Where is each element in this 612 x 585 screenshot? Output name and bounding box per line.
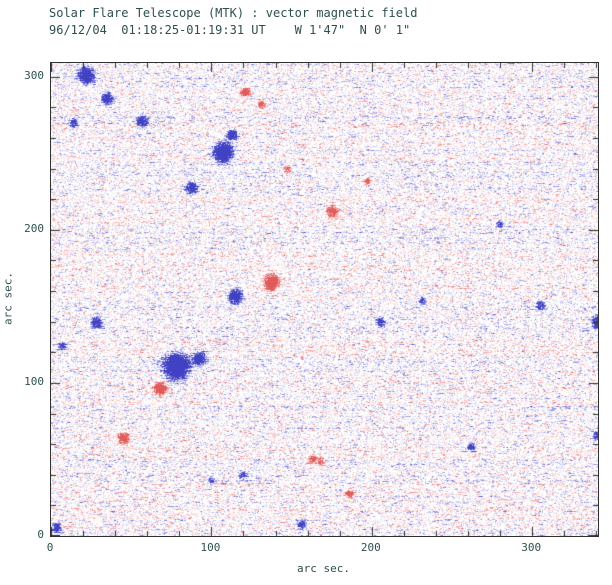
plot-title: Solar Flare Telescope (MTK) : vector mag… <box>49 6 418 20</box>
plot-subtitle: 96/12/04 01:18:25-01:19:31 UT W 1'47" N … <box>49 23 411 37</box>
plot-area <box>50 62 599 537</box>
x-tick-label: 200 <box>360 541 381 554</box>
magnetogram-canvas <box>50 62 599 537</box>
x-tick-label: 100 <box>200 541 221 554</box>
y-tick-label: 300 <box>24 68 44 82</box>
x-axis-label: arc sec. <box>297 562 350 575</box>
x-tick-label: 0 <box>46 541 54 554</box>
y-tick-label: 100 <box>24 374 44 388</box>
y-tick-label: 200 <box>24 221 44 235</box>
x-tick-label: 300 <box>521 541 542 554</box>
y-axis-label: arc sec. <box>1 272 15 325</box>
y-tick-label: 0 <box>37 528 44 541</box>
